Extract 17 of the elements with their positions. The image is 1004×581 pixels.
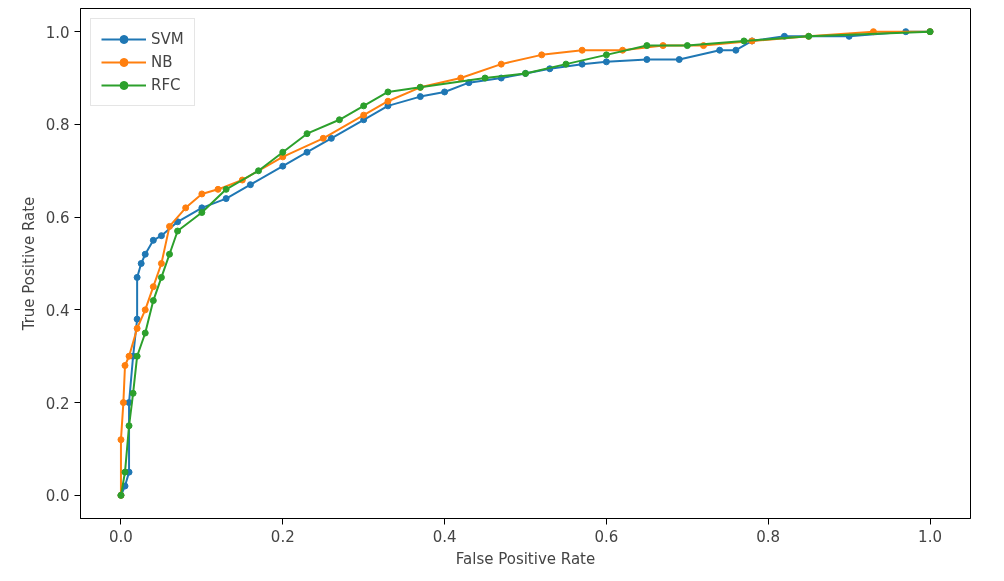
legend-label: SVM: [151, 30, 184, 48]
y-tick-label: 1.0: [45, 23, 70, 42]
x-tick-label: 0.6: [594, 527, 619, 546]
y-tick-label: 0.8: [45, 116, 70, 135]
legend-label: NB: [151, 53, 173, 71]
y-axis-title: True Positive Rate: [19, 196, 38, 332]
y-tick-label: 0.4: [45, 301, 70, 320]
x-tick-label: 0.2: [270, 527, 295, 546]
x-axis-title: False Positive Rate: [455, 549, 596, 568]
x-tick-label: 1.0: [918, 527, 942, 546]
legend-label: RFC: [151, 76, 181, 94]
x-tick-label: 0.0: [109, 527, 133, 546]
y-tick-label: 0.6: [45, 209, 70, 228]
y-tick-label: 0.2: [45, 394, 70, 413]
y-tick-label: 0.0: [45, 487, 70, 506]
x-tick-label: 0.8: [756, 527, 781, 546]
x-tick-label: 0.4: [432, 527, 457, 546]
